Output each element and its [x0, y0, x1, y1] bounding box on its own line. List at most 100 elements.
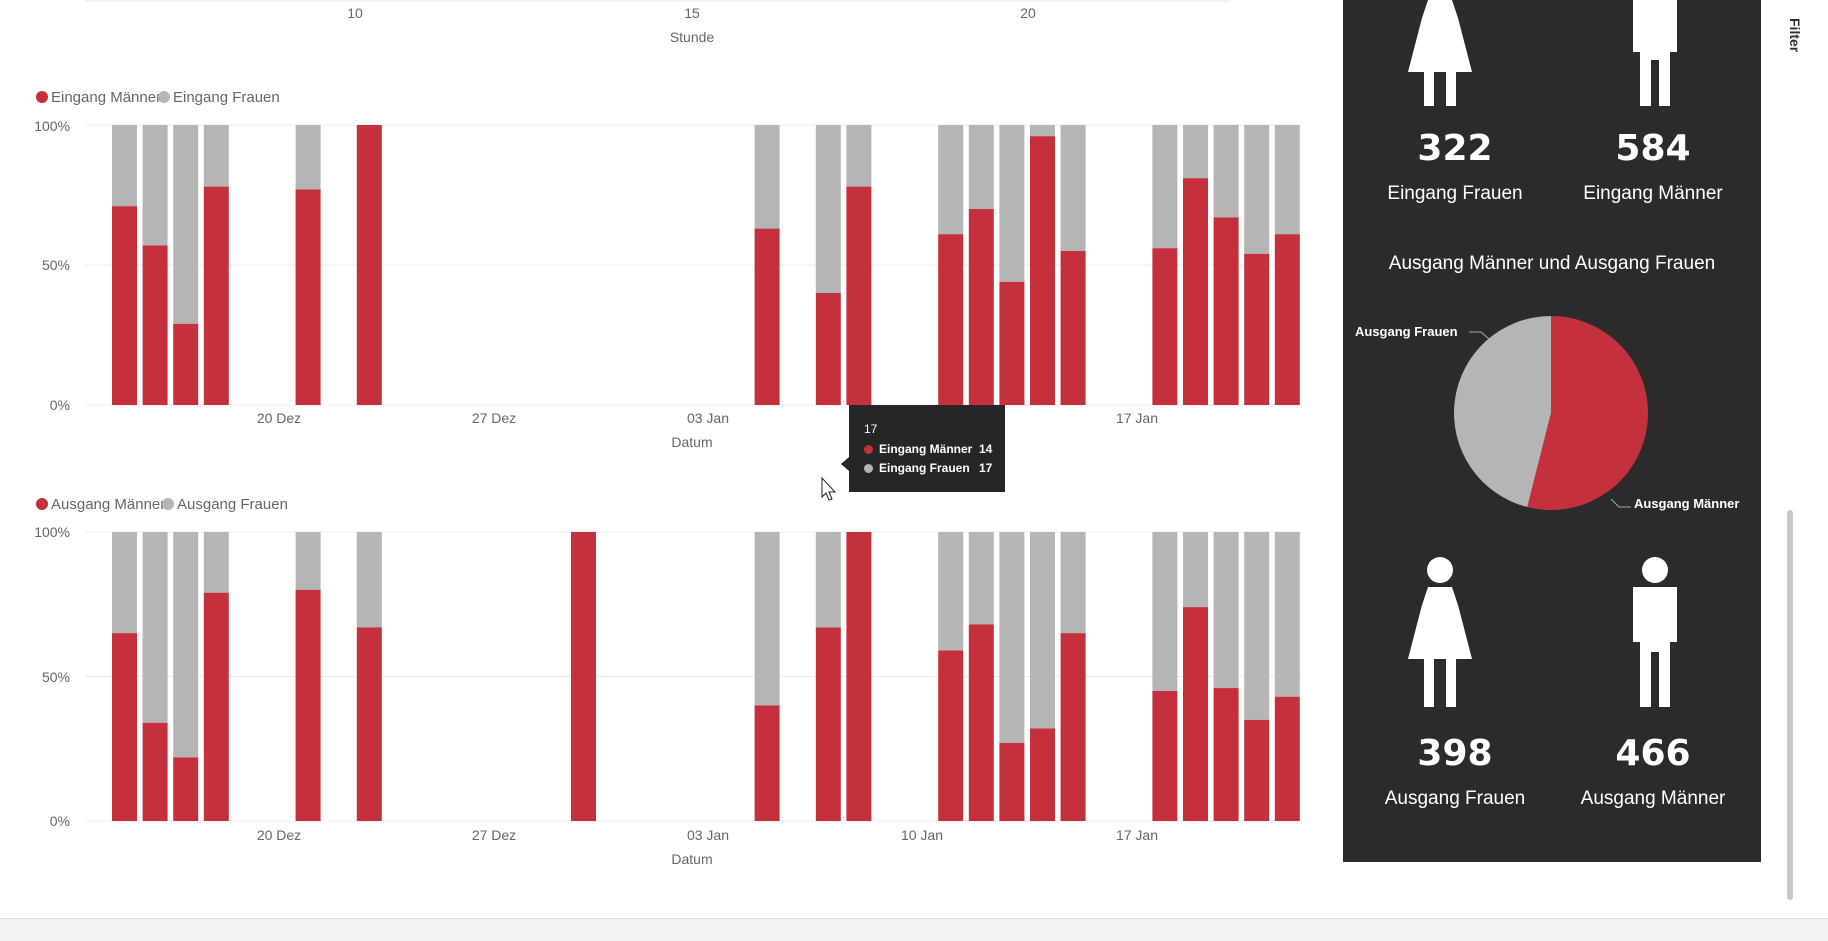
bar-segment-maenner[interactable]: [173, 757, 199, 821]
bar-segment-frauen[interactable]: [1274, 125, 1300, 235]
bar-segment-frauen[interactable]: [1244, 125, 1270, 254]
chart2-bars[interactable]: [112, 532, 1300, 821]
chart1-legend[interactable]: Eingang Männer Eingang Frauen: [36, 89, 280, 106]
bar-segment-frauen[interactable]: [1030, 125, 1055, 137]
bar-segment-maenner[interactable]: [142, 245, 168, 405]
chart1-bars[interactable]: [112, 125, 1300, 405]
bar-segment-frauen[interactable]: [968, 125, 994, 209]
page-tab-bar[interactable]: [0, 918, 1828, 941]
pie-title: Ausgang Männer und Ausgang Frauen: [1388, 253, 1716, 274]
bar-segment-frauen[interactable]: [999, 125, 1025, 282]
legend-dot-eingang-frauen: [158, 91, 170, 103]
bar-segment-maenner[interactable]: [142, 722, 168, 821]
chart2-legend[interactable]: Ausgang Männer Ausgang Frauen: [36, 496, 288, 513]
bar-segment-maenner[interactable]: [1244, 253, 1270, 405]
bar-segment-maenner[interactable]: [1152, 248, 1178, 405]
bar-segment-maenner[interactable]: [1274, 696, 1300, 821]
bar-segment-frauen[interactable]: [1183, 125, 1208, 179]
bar-segment-frauen[interactable]: [1183, 532, 1208, 608]
bar-segment-frauen[interactable]: [1060, 125, 1086, 251]
bar-segment-maenner[interactable]: [1152, 690, 1178, 821]
bar-segment-frauen[interactable]: [1152, 532, 1178, 691]
bar-segment-frauen[interactable]: [203, 125, 229, 187]
bar-segment-maenner[interactable]: [203, 592, 229, 821]
bar-segment-maenner[interactable]: [968, 624, 994, 821]
pie-chart[interactable]: [1343, 290, 1761, 530]
legend-ausgang-frauen[interactable]: Ausgang Frauen: [177, 496, 288, 513]
bar-segment-frauen[interactable]: [815, 125, 841, 293]
bar-segment-frauen[interactable]: [846, 125, 872, 187]
bar-segment-frauen[interactable]: [754, 532, 780, 706]
bar-segment-frauen[interactable]: [1244, 532, 1270, 720]
bar-segment-frauen[interactable]: [1152, 125, 1178, 249]
legend-eingang-frauen[interactable]: Eingang Frauen: [173, 89, 280, 106]
bar-segment-maenner[interactable]: [1213, 217, 1239, 405]
bar-segment-maenner[interactable]: [754, 705, 780, 821]
bar-segment-maenner[interactable]: [112, 206, 137, 405]
bar-segment-frauen[interactable]: [1213, 532, 1239, 689]
bar-segment-maenner[interactable]: [968, 209, 994, 405]
bar-segment-maenner[interactable]: [173, 323, 199, 405]
bar-segment-maenner[interactable]: [815, 627, 841, 821]
legend-eingang-maenner[interactable]: Eingang Männer: [51, 89, 161, 106]
x-tick: 10 Jan: [901, 827, 943, 843]
bar-segment-frauen[interactable]: [1274, 532, 1300, 697]
x-tick: 03 Jan: [687, 410, 729, 426]
pie-slice[interactable]: [1527, 316, 1648, 510]
legend-ausgang-maenner[interactable]: Ausgang Männer: [51, 496, 165, 513]
bar-segment-maenner[interactable]: [846, 532, 872, 821]
bar-segment-maenner[interactable]: [1030, 136, 1055, 405]
chart1-x-axis: 20 Dez 27 Dez 03 Jan 17 Jan Datum: [257, 410, 1158, 450]
bar-segment-frauen[interactable]: [999, 532, 1025, 743]
woman-icon: [1408, 0, 1472, 106]
mouse-cursor-icon: [821, 476, 837, 501]
bar-segment-maenner[interactable]: [999, 281, 1025, 405]
bar-segment-frauen[interactable]: [356, 532, 382, 628]
bar-segment-maenner[interactable]: [938, 234, 964, 405]
chart1-grid: [85, 124, 1302, 406]
bar-segment-frauen[interactable]: [142, 125, 168, 246]
bar-segment-maenner[interactable]: [815, 293, 841, 405]
bar-segment-maenner[interactable]: [938, 650, 964, 821]
bar-segment-maenner[interactable]: [1183, 607, 1208, 821]
bar-segment-frauen[interactable]: [295, 125, 321, 190]
bar-segment-frauen[interactable]: [754, 125, 780, 229]
bar-segment-maenner[interactable]: [1060, 633, 1086, 821]
bar-segment-maenner[interactable]: [1274, 234, 1300, 405]
bar-segment-frauen[interactable]: [1030, 532, 1055, 729]
bar-segment-maenner[interactable]: [1030, 728, 1055, 821]
bar-segment-frauen[interactable]: [173, 125, 199, 324]
bar-segment-frauen[interactable]: [1060, 532, 1086, 634]
filter-pane-tab[interactable]: Filter: [1787, 0, 1828, 70]
bar-segment-frauen[interactable]: [968, 532, 994, 625]
bar-segment-maenner[interactable]: [1060, 251, 1086, 405]
bar-segment-frauen[interactable]: [295, 532, 321, 590]
x-axis-title: Datum: [671, 851, 712, 867]
bar-segment-frauen[interactable]: [112, 125, 137, 207]
bar-segment-frauen[interactable]: [1213, 125, 1239, 218]
bar-segment-maenner[interactable]: [295, 589, 321, 821]
bar-segment-maenner[interactable]: [1213, 688, 1239, 821]
bar-segment-maenner[interactable]: [356, 627, 382, 821]
bar-segment-frauen[interactable]: [173, 532, 199, 758]
bar-segment-maenner[interactable]: [356, 125, 382, 405]
x-tick: 20 Dez: [257, 410, 301, 426]
bar-segment-maenner[interactable]: [754, 228, 780, 405]
bar-segment-maenner[interactable]: [295, 189, 321, 405]
eingang-frauen-value: 322: [1417, 128, 1493, 169]
bar-segment-frauen[interactable]: [142, 532, 168, 723]
bar-segment-frauen[interactable]: [112, 532, 137, 634]
vertical-scrollbar[interactable]: [1787, 510, 1793, 900]
bar-segment-frauen[interactable]: [203, 532, 229, 593]
bar-segment-maenner[interactable]: [999, 742, 1025, 821]
bar-segment-maenner[interactable]: [112, 633, 137, 821]
bar-segment-frauen[interactable]: [938, 125, 964, 235]
bar-segment-maenner[interactable]: [571, 532, 596, 821]
bar-segment-frauen[interactable]: [815, 532, 841, 628]
bar-segment-maenner[interactable]: [1244, 719, 1270, 821]
bar-segment-maenner[interactable]: [846, 186, 872, 405]
bar-segment-maenner[interactable]: [1183, 178, 1208, 405]
pie-slice[interactable]: [1454, 316, 1551, 508]
bar-segment-maenner[interactable]: [203, 186, 229, 405]
bar-segment-frauen[interactable]: [938, 532, 964, 651]
